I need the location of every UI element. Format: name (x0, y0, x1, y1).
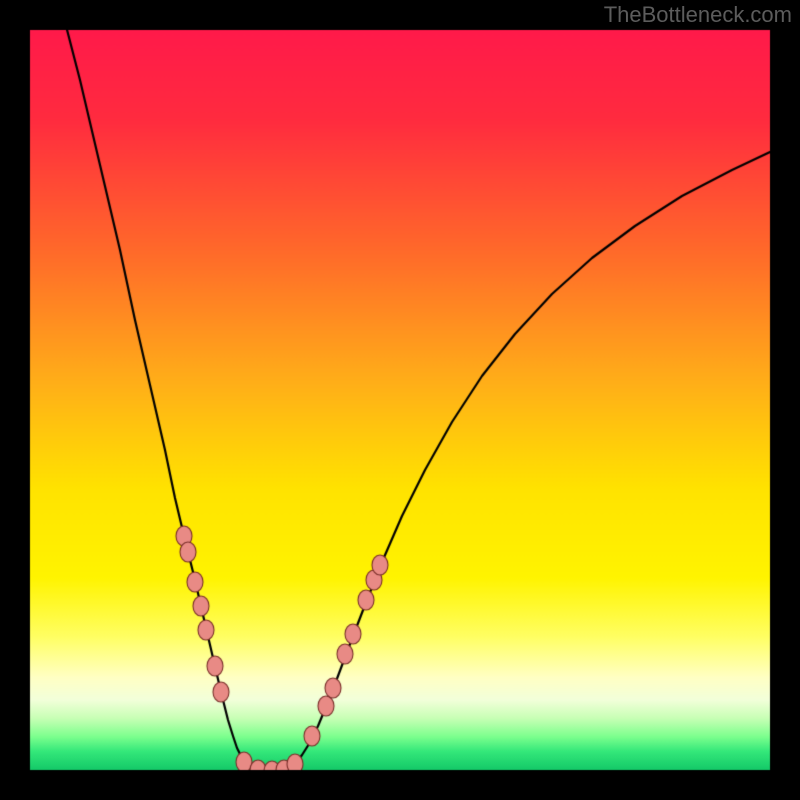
chart-stage: TheBottleneck.com (0, 0, 800, 800)
watermark-label: TheBottleneck.com (604, 2, 792, 28)
bottleneck-chart-canvas (0, 0, 800, 800)
